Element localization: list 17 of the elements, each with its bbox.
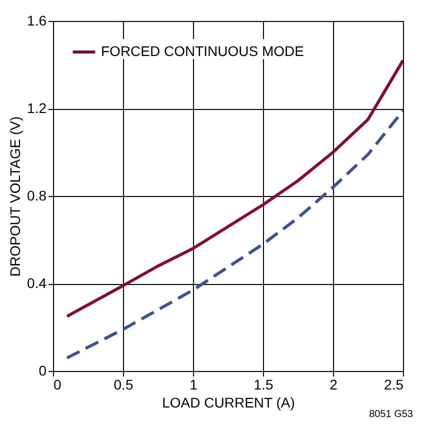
x-tick-label: 2.5 bbox=[384, 376, 404, 392]
legend-label: FORCED CONTINUOUS MODE bbox=[101, 43, 304, 59]
x-tick-label: 1 bbox=[190, 376, 198, 392]
line-series bbox=[66, 58, 403, 318]
x-tick-label: 2 bbox=[330, 376, 338, 392]
line-series bbox=[66, 109, 403, 360]
y-tick-label: 1.2 bbox=[27, 100, 47, 116]
y-tick-label: 0 bbox=[38, 362, 47, 378]
y-tick-label: 1.6 bbox=[27, 12, 47, 28]
text: 8051 G53 bbox=[369, 409, 414, 420]
y-tick-label: 0.8 bbox=[27, 188, 47, 204]
x-axis-title: LOAD CURRENT (A) bbox=[162, 394, 295, 410]
y-axis-title: DROPOUT VOLTAGE (V) bbox=[7, 116, 24, 277]
x-tick-label: 1.5 bbox=[254, 376, 274, 392]
x-tick-label: 0 bbox=[54, 376, 62, 392]
x-tick-label: 0.5 bbox=[114, 376, 134, 392]
y-tick-label: 0.4 bbox=[27, 275, 47, 291]
